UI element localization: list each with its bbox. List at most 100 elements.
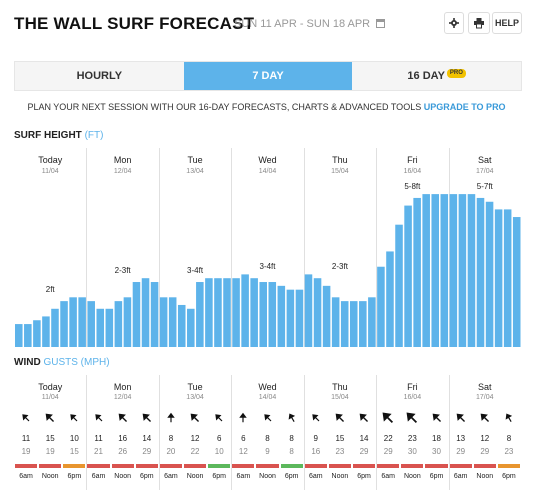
surf-bar[interactable] [485, 201, 494, 347]
wind-rating-bar [425, 464, 448, 468]
surf-bar[interactable] [512, 217, 521, 347]
wind-direction-arrow-icon [288, 413, 295, 422]
surf-bar[interactable] [69, 297, 77, 347]
wind-direction-arrow-icon [480, 413, 489, 423]
surf-day-date: 12/04 [113, 168, 132, 175]
surf-bar[interactable] [503, 209, 512, 347]
surf-bar[interactable] [159, 297, 168, 347]
wind-day-name: Mon [113, 382, 132, 392]
surf-bar[interactable] [331, 297, 340, 347]
surf-bar[interactable] [359, 301, 367, 347]
surf-bar[interactable] [467, 194, 476, 347]
surf-bar[interactable] [196, 282, 204, 347]
surf-day-name: Sat [478, 155, 492, 165]
wind-gust: 16 [311, 447, 321, 456]
date-range[interactable]: SUN 11 APR - SUN 18 APR [234, 18, 386, 30]
wind-time-label: 6pm [212, 473, 227, 480]
surf-bar[interactable] [304, 274, 313, 347]
surf-bar[interactable] [78, 297, 86, 347]
wind-gust: 23 [504, 447, 514, 456]
day-separator [303, 148, 305, 347]
help-button[interactable]: HELP [492, 12, 522, 34]
wind-speed: 23 [407, 434, 417, 443]
wind-rating-bar [377, 464, 400, 468]
surf-bar[interactable] [322, 285, 331, 347]
surf-bar[interactable] [295, 289, 304, 347]
wind-rating-bar [232, 464, 255, 468]
surf-bar[interactable] [214, 278, 222, 347]
surf-bar[interactable] [168, 297, 177, 347]
surf-bar[interactable] [413, 197, 421, 347]
surf-bar[interactable] [340, 301, 349, 347]
surf-bar[interactable] [476, 197, 485, 347]
surf-bar[interactable] [123, 297, 132, 347]
surf-bar[interactable] [368, 297, 376, 347]
wind-speed: 8 [506, 434, 512, 443]
surf-bar[interactable] [268, 282, 277, 347]
surf-bar[interactable] [386, 251, 394, 347]
surf-bar[interactable] [377, 266, 385, 347]
wind-direction-arrow-icon [263, 414, 271, 422]
wind-rating-bar [256, 464, 279, 468]
surf-bar[interactable] [60, 301, 68, 347]
surf-bar[interactable] [33, 320, 41, 347]
wind-time-label: 6pm [284, 473, 299, 480]
surf-bar[interactable] [150, 282, 159, 347]
surf-bar[interactable] [349, 301, 358, 347]
surf-bar[interactable] [241, 274, 249, 347]
surf-bar[interactable] [24, 324, 32, 347]
surf-bar[interactable] [259, 282, 267, 347]
surf-bar[interactable] [15, 324, 23, 347]
surf-bar[interactable] [223, 278, 231, 347]
wind-direction-arrow-icon [406, 412, 418, 424]
surf-bar[interactable] [449, 194, 458, 347]
surf-bar[interactable] [205, 278, 213, 347]
wind-rating-bar [353, 464, 376, 468]
surf-bar[interactable] [141, 278, 150, 347]
surf-bar[interactable] [177, 304, 186, 347]
surf-bar[interactable] [42, 316, 50, 347]
surf-bar[interactable] [51, 308, 59, 347]
wind-time-label: Noon [259, 473, 276, 480]
surf-bar[interactable] [105, 308, 114, 347]
surf-bar[interactable] [422, 194, 430, 347]
surf-bar[interactable] [440, 194, 449, 347]
settings-button[interactable] [444, 12, 464, 34]
surf-bar[interactable] [431, 194, 440, 347]
wind-time-label: 6am [308, 473, 323, 480]
wind-gust: 30 [407, 447, 417, 456]
wind-speed: 8 [168, 434, 174, 443]
wind-time-label: 6pm [502, 473, 516, 480]
surf-bar[interactable] [96, 308, 105, 347]
surf-bar[interactable] [404, 205, 412, 347]
upgrade-link[interactable]: UPGRADE TO PRO [423, 102, 506, 112]
calendar-icon[interactable] [376, 19, 386, 28]
surf-bar[interactable] [132, 282, 141, 347]
tab-hourly[interactable]: HOURLY [15, 62, 184, 90]
settings-icon [449, 18, 459, 28]
wind-speed: 14 [359, 434, 369, 443]
wind-rating-bar [111, 464, 134, 468]
surf-bar[interactable] [458, 194, 467, 347]
pro-badge: PRO [446, 69, 466, 78]
surf-bar[interactable] [232, 278, 240, 347]
surf-day-name: Wed [258, 155, 277, 165]
tab-7-day[interactable]: 7 DAY [183, 62, 353, 90]
surf-bar[interactable] [494, 209, 503, 347]
wind-day-name: Tue [187, 382, 203, 392]
surf-bar[interactable] [187, 308, 195, 347]
wind-speed: 8 [265, 434, 270, 443]
tab-16-day[interactable]: 16 DAY PRO [352, 62, 521, 90]
surf-bar[interactable] [395, 224, 403, 347]
wind-direction-arrow-icon [142, 413, 151, 423]
surf-bar[interactable] [250, 278, 258, 347]
surf-day-name: Tue [187, 155, 203, 165]
surf-bar[interactable] [114, 301, 123, 347]
surf-bar[interactable] [286, 289, 295, 347]
surf-bar[interactable] [87, 301, 95, 347]
print-button[interactable] [468, 12, 490, 34]
surf-bar[interactable] [277, 285, 286, 347]
wind-speed: 18 [432, 434, 441, 443]
day-separator [86, 148, 88, 347]
surf-bar[interactable] [313, 278, 322, 347]
